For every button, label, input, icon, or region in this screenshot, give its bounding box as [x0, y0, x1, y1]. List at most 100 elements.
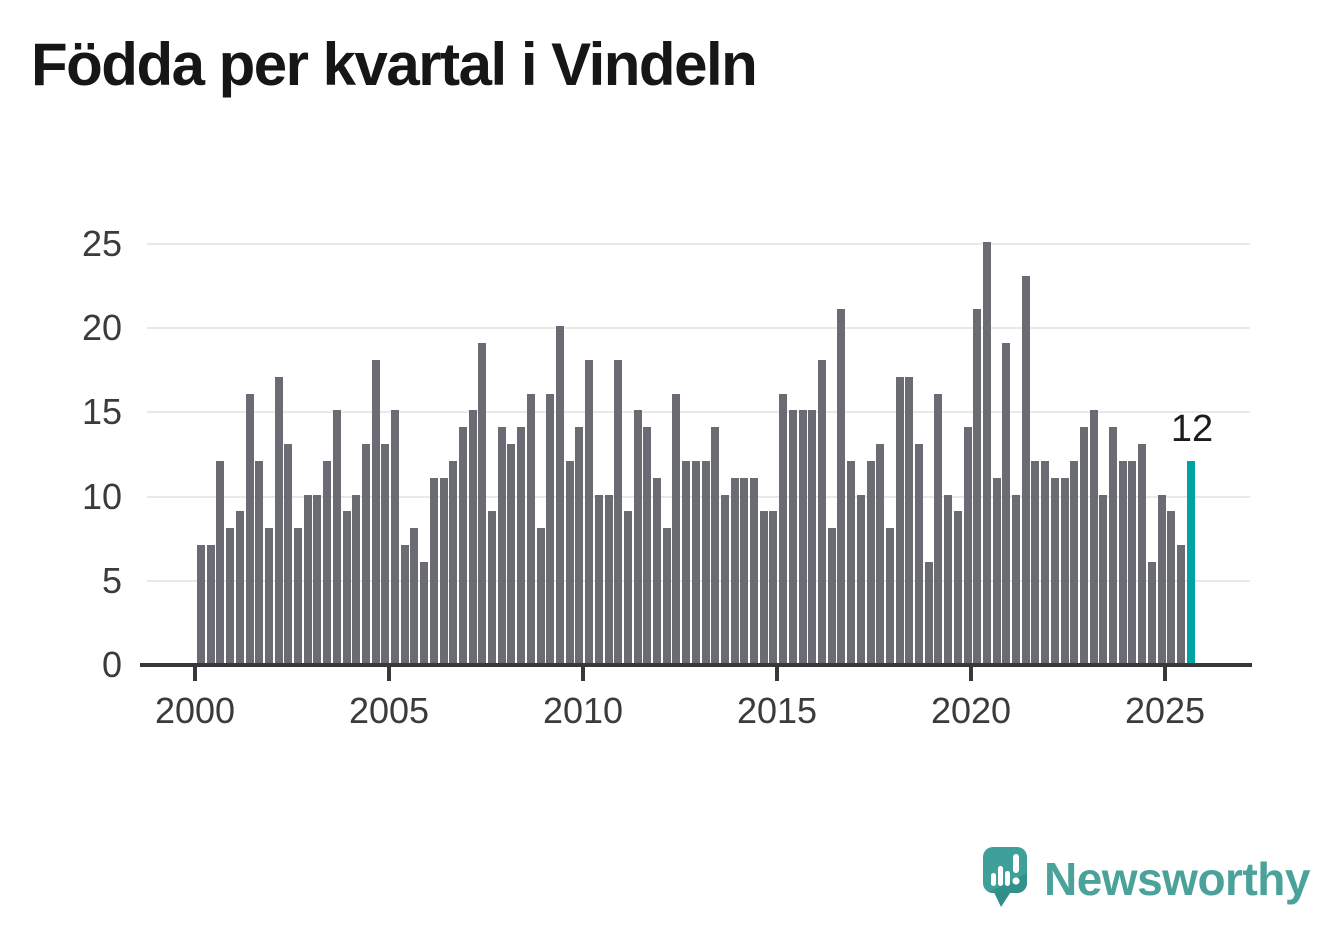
bar-2020-q1 — [973, 309, 981, 663]
bar-2008-q1 — [507, 444, 515, 663]
x-axis-tick-2025 — [1163, 667, 1167, 681]
bar-2021-q1 — [1012, 495, 1020, 663]
x-axis-label-2025: 2025 — [1124, 690, 1206, 731]
x-axis-label-2005: 2005 — [348, 690, 430, 731]
bar-2011-q1 — [624, 511, 632, 663]
bar-2013-q1 — [702, 461, 710, 663]
bar-2007-q3 — [488, 511, 496, 663]
newsworthy-wordmark: Newsworthy — [1044, 853, 1310, 905]
bar-2019-q2 — [944, 495, 952, 663]
bar-2003-q2 — [323, 461, 331, 663]
bar-2001-q2 — [246, 394, 254, 663]
bar-2017-q2 — [867, 461, 875, 663]
bar-2003-q4 — [343, 511, 351, 663]
x-axis-label-2020: 2020 — [930, 690, 1012, 731]
bar-2018-q1 — [896, 377, 904, 663]
bar-2012-q3 — [682, 461, 690, 663]
bar-2007-q4 — [498, 427, 506, 663]
bar-2022-q3 — [1070, 461, 1078, 663]
bar-2007-q2 — [478, 343, 486, 663]
bar-2002-q4 — [304, 495, 312, 663]
bar-2003-q3 — [333, 410, 341, 663]
bar-2000-q1 — [197, 545, 205, 663]
bar-2017-q4 — [886, 528, 894, 663]
bar-2017-q1 — [857, 495, 865, 663]
x-axis-tick-2000 — [193, 667, 197, 681]
bar-2018-q2 — [905, 377, 913, 663]
x-axis-tick-2005 — [387, 667, 391, 681]
gridline-15 — [147, 411, 1250, 413]
bar-2012-q2 — [672, 394, 680, 663]
x-axis-line — [140, 663, 1252, 667]
bar-2002-q3 — [294, 528, 302, 663]
y-axis-label-20: 20 — [81, 307, 122, 348]
bar-2014-q2 — [750, 478, 758, 663]
y-axis-label-5: 5 — [101, 560, 122, 601]
bar-2014-q1 — [740, 478, 748, 663]
chart-title: Födda per kvartal i Vindeln — [31, 31, 758, 98]
bar-2003-q1 — [313, 495, 321, 663]
bar-2016-q4 — [847, 461, 855, 663]
bar-2002-q1 — [275, 377, 283, 663]
bar-2022-q4 — [1080, 427, 1088, 663]
bar-2006-q2 — [440, 478, 448, 663]
bar-2018-q3 — [915, 444, 923, 663]
y-axis-label-0: 0 — [101, 644, 122, 685]
bar-2016-q3 — [837, 309, 845, 663]
x-axis-label-2000: 2000 — [154, 690, 236, 731]
bar-2010-q2 — [595, 495, 603, 663]
bar-2005-q2 — [401, 545, 409, 663]
bar-2022-q1 — [1051, 478, 1059, 663]
bar-2010-q4 — [614, 360, 622, 663]
bar-2002-q2 — [284, 444, 292, 663]
bar-2020-q2 — [983, 242, 991, 663]
bar-2016-q2 — [828, 528, 836, 663]
bar-2008-q4 — [537, 528, 545, 663]
bar-2004-q3 — [372, 360, 380, 663]
bar-2011-q4 — [653, 478, 661, 663]
bar-2021-q4 — [1041, 461, 1049, 663]
bar-2009-q1 — [546, 394, 554, 663]
exclamation-icon — [1012, 854, 1020, 885]
highlight-value-annotation: 12 — [1170, 408, 1214, 450]
bar-2014-q3 — [760, 511, 768, 663]
bar-2010-q1 — [585, 360, 593, 663]
bar-2024-q2 — [1138, 444, 1146, 663]
bar-2008-q3 — [527, 394, 535, 663]
bar-2024-q1 — [1128, 461, 1136, 663]
bar-2011-q2 — [634, 410, 642, 663]
bar-2015-q4 — [808, 410, 816, 663]
bar-2009-q2 — [556, 326, 564, 663]
bar-2008-q2 — [517, 427, 525, 663]
bar-2016-q1 — [818, 360, 826, 663]
bar-2019-q1 — [934, 394, 942, 663]
bar-2004-q1 — [352, 495, 360, 663]
bar-2011-q3 — [643, 427, 651, 663]
bar-2014-q4 — [769, 511, 777, 663]
bar-2005-q1 — [391, 410, 399, 663]
bar-2009-q3 — [566, 461, 574, 663]
bar-2021-q3 — [1031, 461, 1039, 663]
x-axis-label-2015: 2015 — [736, 690, 818, 731]
x-axis-tick-2020 — [969, 667, 973, 681]
mini-bar-chart-icon — [991, 866, 1010, 886]
bar-2004-q2 — [362, 444, 370, 663]
bar-2020-q4 — [1002, 343, 1010, 663]
bar-2012-q4 — [692, 461, 700, 663]
bar-2000-q4 — [226, 528, 234, 663]
bar-2024-q4 — [1158, 495, 1166, 663]
bar-2023-q2 — [1099, 495, 1107, 663]
bar-2009-q4 — [575, 427, 583, 663]
bar-2023-q3 — [1109, 427, 1117, 663]
x-axis-label-2010: 2010 — [542, 690, 624, 731]
bar-2006-q1 — [430, 478, 438, 663]
bar-2019-q3 — [954, 511, 962, 663]
bar-2005-q3 — [410, 528, 418, 663]
highlighted-bar-2025-q3 — [1187, 461, 1195, 663]
y-axis-label-10: 10 — [81, 476, 122, 517]
newsworthy-logo-icon — [983, 847, 1027, 907]
bar-2023-q1 — [1090, 410, 1098, 663]
newsworthy-logo: Newsworthy — [982, 846, 1310, 908]
gridline-20 — [147, 327, 1250, 329]
